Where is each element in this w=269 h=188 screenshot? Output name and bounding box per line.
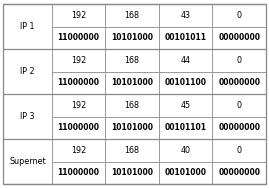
Text: IP 3: IP 3 <box>20 112 35 121</box>
Bar <box>3 139 52 184</box>
Text: 00101000: 00101000 <box>165 168 207 177</box>
Text: 192: 192 <box>71 11 86 20</box>
Text: 10101000: 10101000 <box>111 168 153 177</box>
Text: Supernet: Supernet <box>9 157 46 166</box>
Bar <box>52 27 105 49</box>
Bar <box>52 4 105 27</box>
Text: 00000000: 00000000 <box>218 168 260 177</box>
Text: 11000000: 11000000 <box>58 168 100 177</box>
Bar <box>105 27 159 49</box>
Text: 11000000: 11000000 <box>58 78 100 87</box>
Bar <box>105 139 159 161</box>
Text: 0: 0 <box>237 11 242 20</box>
Bar <box>52 71 105 94</box>
Bar <box>3 4 52 49</box>
Bar <box>52 117 105 139</box>
Text: 10101000: 10101000 <box>111 123 153 132</box>
Text: 43: 43 <box>180 11 191 20</box>
Text: 0: 0 <box>237 101 242 110</box>
Text: 168: 168 <box>125 101 140 110</box>
Text: 00101100: 00101100 <box>165 78 207 87</box>
Bar <box>213 117 266 139</box>
Bar <box>159 117 213 139</box>
Bar <box>213 161 266 184</box>
Text: 11000000: 11000000 <box>58 123 100 132</box>
Bar <box>213 27 266 49</box>
Text: 168: 168 <box>125 146 140 155</box>
Bar <box>213 71 266 94</box>
Text: 192: 192 <box>71 56 86 65</box>
Bar <box>213 139 266 161</box>
Text: 44: 44 <box>180 56 191 65</box>
Bar <box>159 49 213 71</box>
Bar <box>105 49 159 71</box>
Bar <box>159 139 213 161</box>
Bar <box>159 27 213 49</box>
Bar <box>105 161 159 184</box>
Bar <box>105 71 159 94</box>
Text: 00000000: 00000000 <box>218 123 260 132</box>
Bar <box>105 94 159 117</box>
Text: 00000000: 00000000 <box>218 33 260 42</box>
Bar <box>159 4 213 27</box>
Bar <box>213 49 266 71</box>
Bar <box>213 4 266 27</box>
Bar <box>3 49 52 94</box>
Text: 00101101: 00101101 <box>165 123 207 132</box>
Bar <box>52 139 105 161</box>
Bar <box>213 94 266 117</box>
Text: 0: 0 <box>237 56 242 65</box>
Bar <box>52 161 105 184</box>
Text: 00101011: 00101011 <box>165 33 207 42</box>
Bar <box>159 161 213 184</box>
Text: 10101000: 10101000 <box>111 33 153 42</box>
Bar <box>52 94 105 117</box>
Bar <box>159 71 213 94</box>
Text: IP 1: IP 1 <box>20 22 35 31</box>
Text: 0: 0 <box>237 146 242 155</box>
Bar <box>3 94 52 139</box>
Text: 45: 45 <box>180 101 191 110</box>
Text: 00000000: 00000000 <box>218 78 260 87</box>
Bar <box>52 49 105 71</box>
Text: 168: 168 <box>125 11 140 20</box>
Text: IP 2: IP 2 <box>20 67 35 76</box>
Text: 10101000: 10101000 <box>111 78 153 87</box>
Bar <box>159 94 213 117</box>
Text: 168: 168 <box>125 56 140 65</box>
Bar <box>105 4 159 27</box>
Text: 192: 192 <box>71 146 86 155</box>
Text: 11000000: 11000000 <box>58 33 100 42</box>
Bar <box>105 117 159 139</box>
Text: 40: 40 <box>180 146 191 155</box>
Text: 192: 192 <box>71 101 86 110</box>
